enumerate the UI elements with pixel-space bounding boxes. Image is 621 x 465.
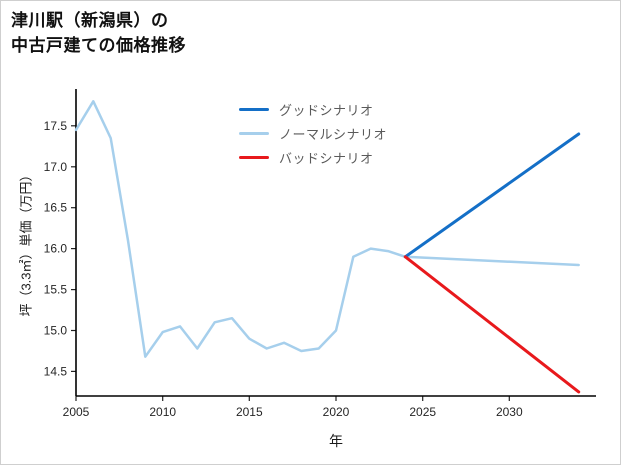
x-tick-label: 2005	[63, 405, 90, 419]
chart-title-line2: 中古戸建ての価格推移	[11, 35, 186, 55]
x-tick-label: 2025	[409, 405, 436, 419]
normal-scenario-line-swatch	[239, 131, 269, 135]
x-axis-label: 年	[329, 433, 343, 449]
good-scenario-line-swatch	[239, 107, 269, 111]
bad-scenario-line-swatch	[239, 155, 269, 159]
x-tick-label: 2030	[496, 405, 523, 419]
y-tick-label: 15.5	[44, 283, 68, 297]
good-scenario-line	[403, 132, 581, 259]
legend-item-bad: バッドシナリオ	[239, 145, 387, 169]
y-tick-label: 17.0	[44, 160, 68, 174]
legend-label-normal: ノーマルシナリオ	[279, 126, 388, 142]
normal-scenario-line	[74, 100, 580, 358]
legend-item-good: グッドシナリオ	[239, 97, 387, 121]
x-tick-label: 2020	[323, 405, 350, 419]
y-tick-label: 14.5	[44, 364, 68, 378]
y-tick-label: 15.0	[44, 324, 68, 338]
chart-title: 津川駅（新潟県）の 中古戸建ての価格推移	[11, 9, 186, 58]
chart-title-line1: 津川駅（新潟県）の	[11, 11, 169, 30]
legend-item-normal: ノーマルシナリオ	[239, 121, 387, 145]
legend-label-good: グッドシナリオ	[279, 102, 374, 118]
y-tick-label: 17.5	[44, 119, 68, 133]
chart-legend: グッドシナリオ ノーマルシナリオ バッドシナリオ	[239, 97, 387, 169]
y-tick-label: 16.0	[44, 242, 68, 256]
y-tick-label: 16.5	[44, 201, 68, 215]
y-axis-label: 坪（3.3㎡）単価（万円）	[18, 168, 34, 317]
legend-label-bad: バッドシナリオ	[279, 150, 374, 166]
x-tick-label: 2010	[149, 405, 176, 419]
bad-scenario-line	[403, 255, 581, 394]
x-tick-label: 2015	[236, 405, 263, 419]
